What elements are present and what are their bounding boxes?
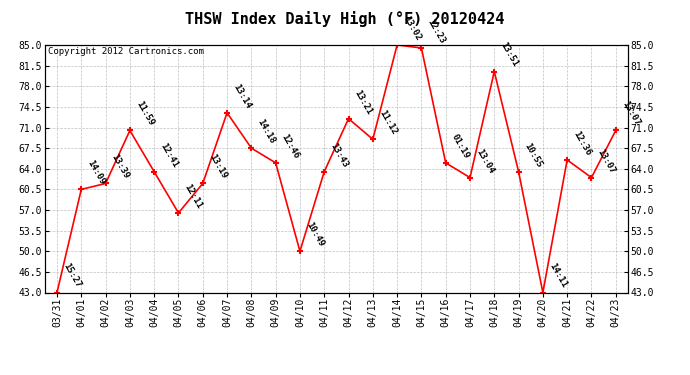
Text: 10:55: 10:55: [523, 141, 544, 169]
Text: 12:23: 12:23: [426, 17, 447, 45]
Text: 13:07: 13:07: [620, 100, 641, 128]
Text: 13:07: 13:07: [595, 147, 617, 175]
Text: 15:27: 15:27: [61, 262, 82, 290]
Text: THSW Index Daily High (°F) 20120424: THSW Index Daily High (°F) 20120424: [186, 11, 504, 27]
Text: 13:51: 13:51: [498, 41, 520, 69]
Text: 13:19: 13:19: [207, 153, 228, 181]
Text: 12:41: 12:41: [158, 141, 179, 169]
Text: Copyright 2012 Cartronics.com: Copyright 2012 Cartronics.com: [48, 48, 204, 57]
Text: 12:46: 12:46: [280, 132, 301, 160]
Text: 13:21: 13:21: [353, 88, 374, 116]
Text: 13:14: 13:14: [231, 82, 253, 110]
Text: 14:18: 14:18: [255, 118, 277, 146]
Text: 01:19: 01:19: [450, 132, 471, 160]
Text: 11:12: 11:12: [377, 109, 398, 136]
Text: 11:59: 11:59: [134, 100, 155, 128]
Text: 13:43: 13:43: [328, 141, 350, 169]
Text: 14:09: 14:09: [86, 159, 107, 187]
Text: 12:36: 12:36: [571, 129, 593, 157]
Text: 12:11: 12:11: [183, 182, 204, 210]
Text: 13:04: 13:04: [474, 147, 495, 175]
Text: 14:11: 14:11: [547, 262, 569, 290]
Text: 13:39: 13:39: [110, 153, 131, 181]
Text: 13:02: 13:02: [402, 15, 422, 42]
Text: 10:49: 10:49: [304, 221, 325, 249]
